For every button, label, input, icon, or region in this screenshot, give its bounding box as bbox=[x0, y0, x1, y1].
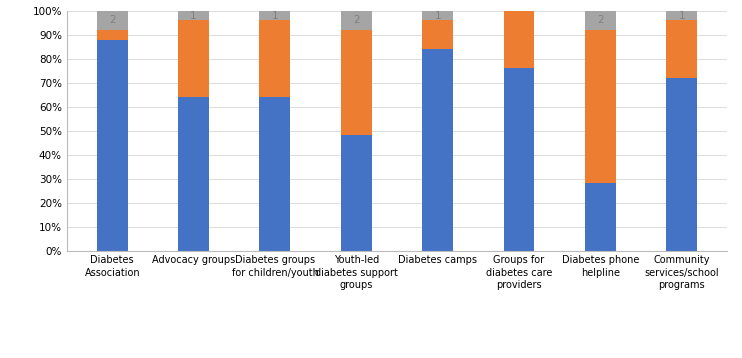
Text: 6: 6 bbox=[678, 44, 685, 54]
Text: 18: 18 bbox=[675, 159, 689, 169]
Bar bbox=[585, 183, 616, 251]
Bar bbox=[422, 20, 453, 49]
Text: 22: 22 bbox=[105, 140, 119, 150]
Bar bbox=[341, 11, 372, 30]
Bar bbox=[422, 11, 453, 20]
Text: 16: 16 bbox=[269, 169, 281, 179]
Text: 16: 16 bbox=[187, 169, 200, 179]
Text: 12: 12 bbox=[349, 188, 363, 198]
Bar bbox=[341, 135, 372, 251]
Text: 11: 11 bbox=[349, 78, 363, 88]
Text: 8: 8 bbox=[190, 54, 197, 64]
Bar bbox=[260, 20, 290, 97]
Text: 1: 1 bbox=[272, 10, 278, 20]
Bar bbox=[96, 11, 128, 30]
Text: 2: 2 bbox=[597, 15, 604, 25]
Text: 3: 3 bbox=[434, 30, 441, 40]
Text: 8: 8 bbox=[272, 54, 278, 64]
Bar bbox=[178, 97, 209, 251]
Text: 16: 16 bbox=[594, 102, 607, 112]
Text: 1: 1 bbox=[190, 10, 197, 20]
Text: 1: 1 bbox=[678, 10, 685, 20]
Bar bbox=[260, 11, 290, 20]
Bar bbox=[178, 20, 209, 97]
Bar bbox=[666, 20, 697, 78]
Text: 2: 2 bbox=[109, 15, 116, 25]
Text: 1: 1 bbox=[434, 10, 441, 20]
Text: 21: 21 bbox=[431, 145, 444, 155]
Bar bbox=[260, 97, 290, 251]
Bar bbox=[96, 39, 128, 251]
Text: 1: 1 bbox=[109, 30, 116, 40]
Bar bbox=[504, 11, 534, 68]
Text: 6: 6 bbox=[516, 34, 522, 44]
Bar bbox=[666, 11, 697, 20]
Text: 7: 7 bbox=[597, 212, 604, 222]
Text: 2: 2 bbox=[353, 15, 360, 25]
Bar bbox=[585, 30, 616, 183]
Bar bbox=[422, 49, 453, 251]
Text: 19: 19 bbox=[513, 154, 525, 164]
Bar bbox=[178, 11, 209, 20]
Bar bbox=[666, 78, 697, 251]
Bar bbox=[96, 30, 128, 39]
Bar bbox=[341, 30, 372, 135]
Bar bbox=[585, 11, 616, 30]
Bar bbox=[504, 68, 534, 251]
